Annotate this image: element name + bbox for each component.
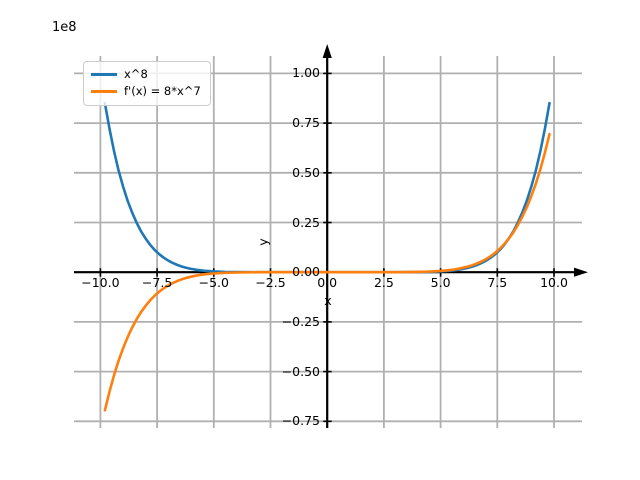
legend-swatch: [91, 73, 117, 76]
legend: x^8 f'(x) = 8*x^7: [83, 61, 211, 106]
legend-entry: x^8: [91, 66, 201, 83]
x-tick-label: −7.5: [141, 275, 173, 290]
x-tick-label: 10.0: [540, 275, 568, 290]
y-tick-label: 0.25: [292, 214, 320, 230]
x-tick-label: −5.0: [198, 275, 229, 290]
offset-text-1e8: 1e8: [52, 20, 77, 35]
legend-entry-label: x^8: [124, 66, 148, 81]
y-tick-label: 0.50: [292, 164, 320, 180]
y-tick-label: 0.75: [292, 114, 320, 130]
y-axis-arrow-icon: [322, 44, 332, 58]
y-tick-label: −0.75: [281, 413, 320, 429]
legend-entry-label: f'(x) = 8*x^7: [124, 83, 201, 98]
x-axis-arrow-icon: [574, 267, 588, 277]
x-tick-label: −2.5: [255, 275, 286, 290]
legend-swatch: [91, 90, 117, 93]
x-tick-label: −10.0: [81, 275, 120, 290]
y-tick-label: −0.25: [281, 313, 320, 329]
x-tick-label: 7.5: [487, 275, 508, 290]
x-tick-label: 0.0: [317, 275, 338, 290]
curve-derivative: [103, 132, 551, 412]
x-tick-label: 2.5: [373, 275, 394, 290]
x-axis-label: x: [324, 293, 332, 308]
y-axis-label: y: [255, 238, 271, 246]
x-tick-label: 5.0: [430, 275, 451, 290]
legend-entry: f'(x) = 8*x^7: [91, 83, 201, 100]
y-tick-label: 0.00: [292, 263, 320, 279]
y-tick-label: 1.00: [292, 65, 320, 81]
y-tick-label: −0.50: [281, 363, 320, 379]
